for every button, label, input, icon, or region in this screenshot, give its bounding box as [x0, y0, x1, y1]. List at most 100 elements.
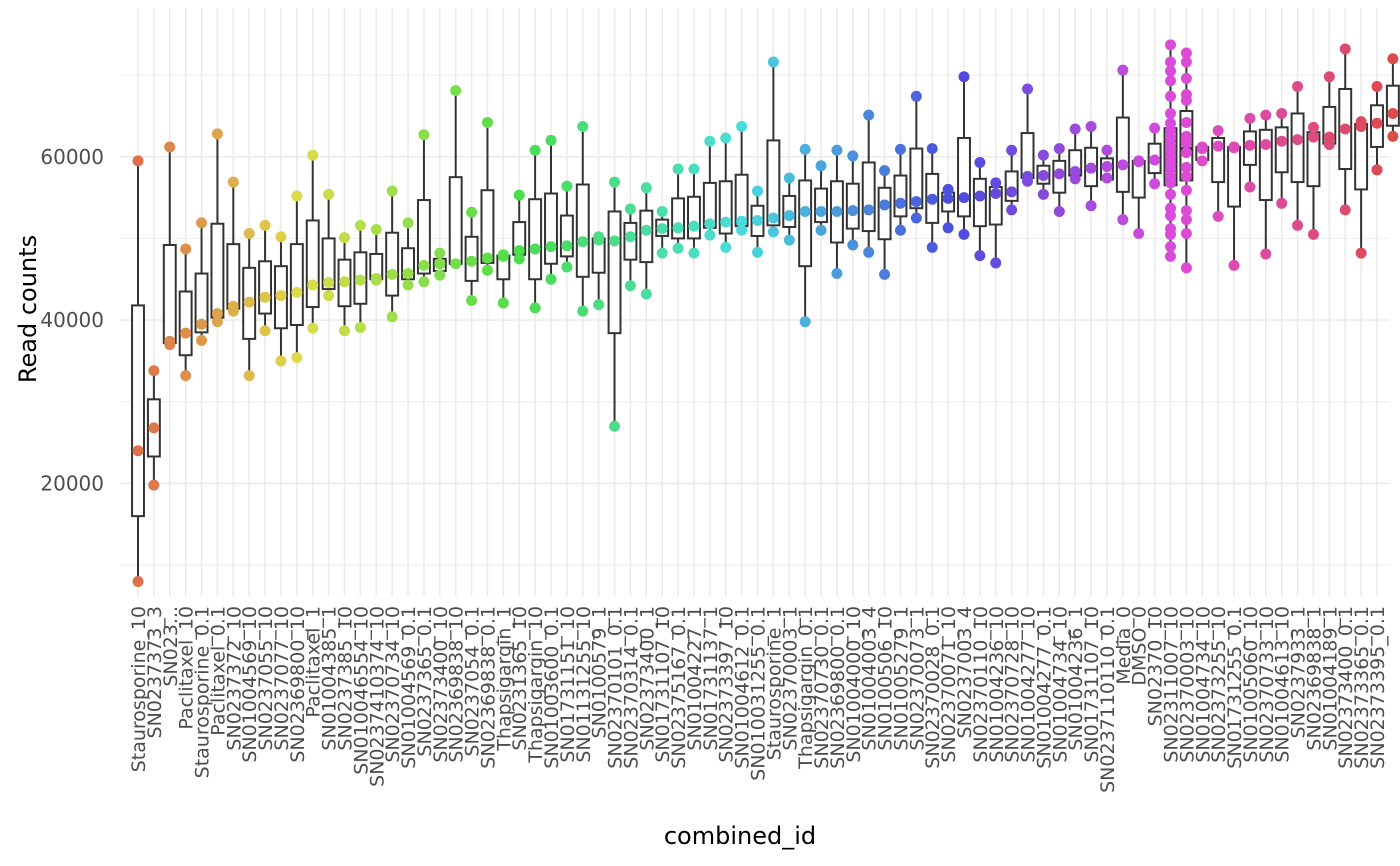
box-group — [1115, 64, 1130, 226]
x-tick-label: SN0237055_10 — [255, 606, 277, 751]
x-tick-label: Media_0 — [1113, 606, 1135, 685]
data-point — [1323, 131, 1335, 143]
box — [718, 180, 733, 235]
data-point — [434, 258, 446, 270]
data-point — [1196, 141, 1208, 153]
box-group — [1131, 155, 1146, 240]
data-point — [1085, 121, 1097, 133]
x-tick-label: SN0237054_0.1 — [462, 606, 484, 757]
data-point — [1133, 228, 1145, 240]
data-point — [1180, 205, 1192, 217]
data-point — [466, 206, 478, 218]
box-group — [353, 219, 368, 333]
box-group — [1385, 53, 1400, 142]
x-tick-label: SN010046554_10 — [350, 606, 372, 775]
data-point — [386, 311, 398, 323]
data-point — [1371, 81, 1383, 93]
box-group — [1052, 143, 1067, 217]
data-point — [1133, 155, 1145, 167]
box-group — [1147, 122, 1162, 190]
x-tick-label: SN0237385_10 — [335, 606, 357, 751]
data-point — [211, 316, 223, 328]
data-point — [497, 297, 509, 309]
data-point — [307, 322, 319, 334]
box — [289, 243, 304, 327]
data-point — [1355, 247, 1367, 259]
box — [798, 179, 813, 268]
data-point — [418, 276, 430, 288]
data-point — [1307, 121, 1319, 133]
x-tick-label: SN0237077_10 — [271, 606, 293, 751]
data-point — [1180, 161, 1192, 173]
data-point — [831, 205, 843, 217]
data-point — [1149, 154, 1161, 166]
data-point — [227, 176, 239, 188]
data-point — [1371, 164, 1383, 176]
y-tick-label: 40000 — [40, 308, 104, 332]
box-group — [639, 182, 654, 300]
data-point — [339, 325, 350, 337]
data-point — [1307, 131, 1319, 143]
box-group — [1036, 149, 1051, 200]
data-point — [863, 109, 875, 121]
data-point — [1101, 144, 1113, 156]
x-tick-label: SN02369800_10 — [287, 606, 309, 763]
data-point — [291, 352, 303, 364]
data-point — [275, 355, 287, 367]
data-point — [704, 229, 716, 241]
data-point — [1165, 202, 1176, 214]
box-group — [1179, 47, 1194, 274]
data-point — [450, 258, 462, 270]
data-point — [529, 302, 541, 314]
data-point — [1212, 125, 1224, 137]
box-group — [750, 185, 765, 258]
data-point — [926, 193, 938, 205]
data-point — [1117, 64, 1129, 76]
data-point — [1117, 159, 1129, 171]
box — [210, 222, 225, 319]
data-point — [132, 155, 144, 167]
data-point — [1244, 181, 1256, 193]
x-tick-label: SN01004000_10 — [843, 606, 865, 763]
data-point — [1149, 122, 1161, 134]
data-point — [434, 247, 446, 259]
data-point — [879, 199, 891, 211]
data-point — [894, 197, 906, 209]
box — [1385, 84, 1400, 127]
box-group — [1242, 112, 1257, 193]
data-point — [799, 316, 811, 328]
data-point — [958, 71, 970, 83]
data-point — [386, 268, 398, 280]
data-point — [418, 129, 430, 141]
box — [226, 243, 241, 310]
data-point — [1022, 83, 1034, 95]
x-tick-label: SN02369800_0.1 — [827, 606, 849, 769]
box-group — [480, 116, 495, 276]
data-point — [894, 224, 906, 236]
box — [671, 197, 686, 240]
data-point — [386, 185, 398, 197]
x-tick-label: SN01004277_10 — [1018, 606, 1040, 763]
data-point — [1069, 123, 1081, 135]
y-tick-label: 60000 — [40, 145, 104, 169]
box-group — [496, 249, 511, 309]
box — [480, 189, 495, 264]
box-group — [337, 232, 352, 337]
data-point — [513, 245, 525, 257]
data-point — [1180, 262, 1192, 274]
x-tick-label: SN02370073_1 — [906, 606, 928, 751]
box — [607, 210, 622, 335]
box-group — [829, 144, 844, 280]
box — [131, 304, 145, 518]
data-point — [1180, 56, 1192, 68]
data-point — [1355, 116, 1367, 128]
x-tick-label: SN02373400_1 — [636, 606, 658, 751]
box-group — [146, 365, 161, 491]
box — [766, 139, 781, 227]
x-tick-label: Paclitaxel_0.1 — [207, 606, 229, 736]
box-group — [671, 163, 686, 254]
data-point — [1180, 170, 1192, 182]
data-point — [370, 223, 382, 235]
data-point — [1339, 43, 1351, 55]
data-point — [1180, 89, 1192, 101]
